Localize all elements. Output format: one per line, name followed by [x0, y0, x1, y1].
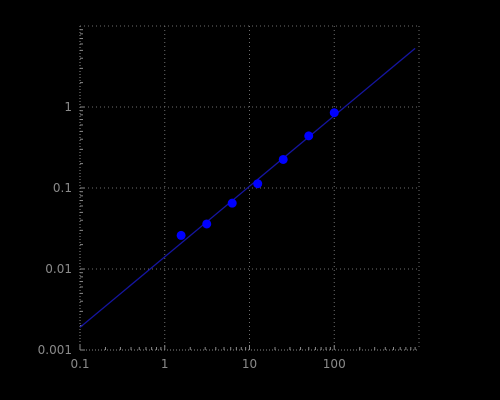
y-axis-tick-labels: 0.001 0.01 0.1 1 [38, 100, 72, 357]
y-tick-label: 1 [64, 100, 72, 114]
y-tick-label: 0.1 [53, 181, 72, 195]
grid [80, 25, 420, 350]
data-points [176, 108, 339, 240]
y-tick-label: 0.001 [38, 343, 72, 357]
x-tick-label: 10 [242, 357, 257, 371]
x-tick-label: 100 [323, 357, 346, 371]
x-tick-label: 0.1 [70, 357, 89, 371]
y-tick-label: 0.01 [45, 262, 72, 276]
data-point [253, 179, 263, 189]
data-point [176, 230, 186, 240]
data-point [329, 108, 339, 118]
data-point [227, 198, 237, 208]
fit-line-group [79, 47, 416, 328]
fit-line [79, 47, 416, 328]
data-point [304, 131, 314, 141]
axes [79, 26, 419, 351]
x-axis-tick-labels: 0.1 1 10 100 [70, 357, 345, 371]
x-tick-label: 1 [161, 357, 169, 371]
data-point [278, 154, 288, 164]
data-point [202, 219, 212, 229]
